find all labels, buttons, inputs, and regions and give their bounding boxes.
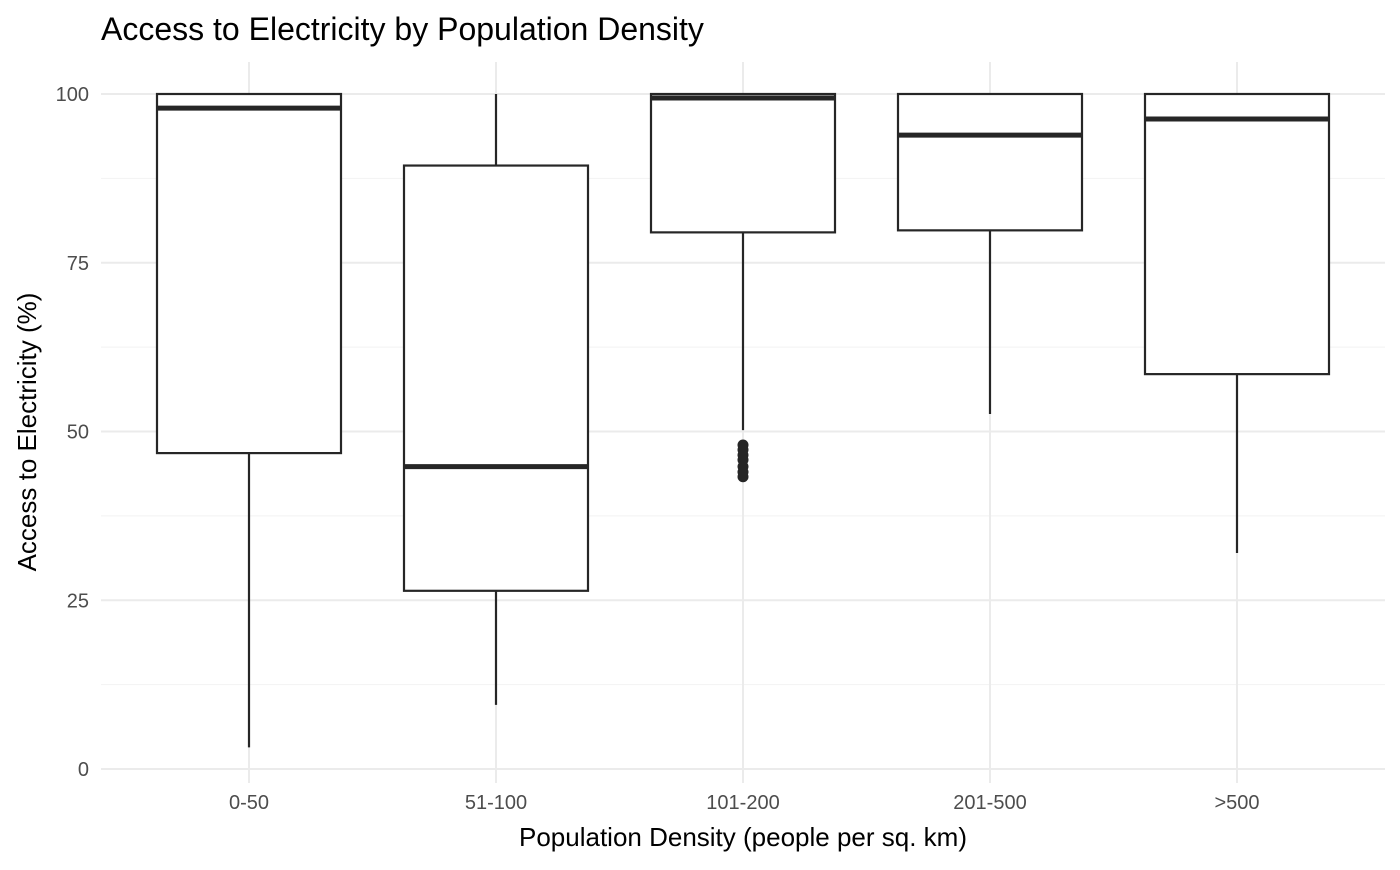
box-layer	[155, 92, 1331, 748]
x-axis-title: Population Density (people per sq. km)	[519, 822, 967, 852]
iqr-box	[649, 92, 837, 234]
x-tick-label: 0-50	[229, 792, 269, 814]
y-tick-label: 75	[67, 253, 89, 275]
iqr-box	[402, 164, 590, 592]
box-group	[402, 94, 590, 705]
x-tick-label: >500	[1214, 792, 1259, 814]
chart-title: Access to Electricity by Population Dens…	[101, 11, 704, 47]
iqr-box	[155, 92, 343, 455]
tick-layer: 0 25 50 75 100 0-50 51-100 101-200 201-500 >500	[56, 84, 1260, 814]
x-tick-label: 101-200	[706, 792, 779, 814]
box-group	[155, 92, 343, 748]
outlier-point	[737, 471, 749, 483]
y-tick-label: 0	[78, 759, 89, 781]
y-axis-title: Access to Electricity (%)	[12, 293, 42, 572]
y-tick-label: 50	[67, 422, 89, 444]
y-tick-label: 100	[56, 84, 89, 106]
iqr-box	[1143, 92, 1331, 376]
x-tick-label: 51-100	[465, 792, 527, 814]
x-tick-label: 201-500	[953, 792, 1026, 814]
box-group	[896, 92, 1084, 414]
y-tick-label: 25	[67, 590, 89, 612]
iqr-box	[896, 92, 1084, 232]
box-group	[1143, 92, 1331, 553]
box-group	[649, 92, 837, 483]
